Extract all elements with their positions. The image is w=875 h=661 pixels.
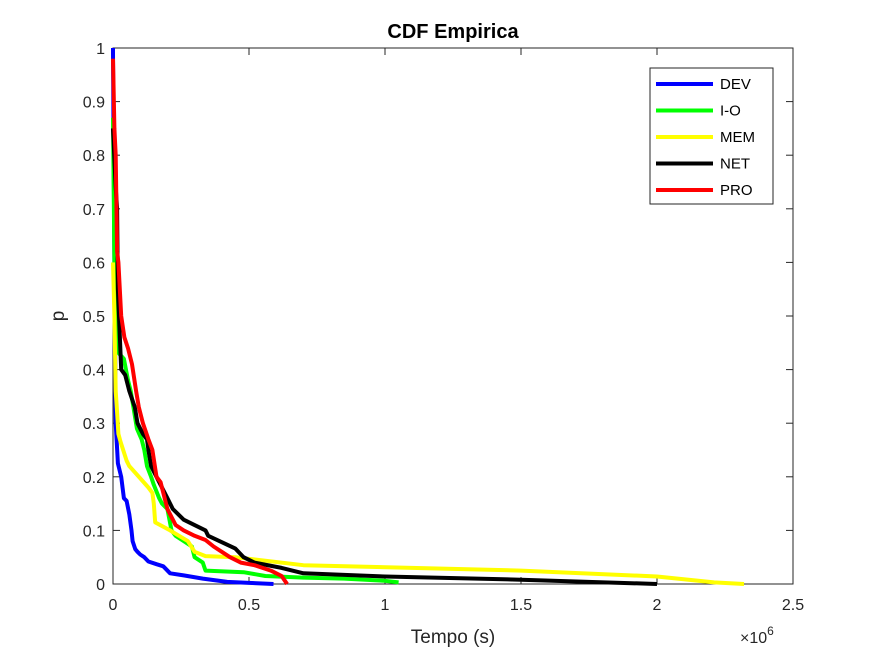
series-line-net [111, 128, 658, 586]
x-axis-label: Tempo (s) [411, 627, 495, 648]
y-tick-label: 0.6 [83, 255, 105, 272]
x-tick-label: 1 [381, 597, 390, 614]
x-tick-label: 2.5 [782, 597, 804, 614]
x-tick-label: 0.5 [238, 597, 260, 614]
series-line-dev [111, 48, 274, 586]
x-tick-label: 2 [653, 597, 662, 614]
legend-label-mem: MEM [720, 129, 755, 146]
legend-label-pro: PRO [720, 182, 753, 199]
x-axis-multiplier: ×106 [740, 624, 774, 647]
y-axis-label: p [48, 311, 69, 322]
y-tick-label: 0.7 [83, 202, 105, 219]
y-tick-label: 0.8 [83, 148, 105, 165]
y-tick-label: 0.4 [83, 363, 105, 380]
series-line-pro [111, 58, 289, 586]
chart-title: CDF Empirica [387, 21, 519, 43]
x-axis-multiplier-exponent: 6 [767, 624, 774, 638]
x-tick-label: 0 [109, 597, 118, 614]
y-tick-label: 0.1 [83, 523, 105, 540]
legend-label-i-o: I-O [720, 103, 741, 120]
legend-label-net: NET [720, 156, 750, 173]
x-axis-multiplier-base: ×10 [740, 630, 767, 647]
axis-ticks: 0 0.5 1 1.5 2 2.5 0 0.1 0.2 0.3 0.4 0.5 0.6 0.7 0.8 0.9… [83, 41, 804, 614]
y-tick-label: 1 [96, 41, 105, 58]
y-tick-label: 0 [96, 577, 105, 594]
x-tick-label: 1.5 [510, 597, 532, 614]
legend: DEV I-O MEM NET PRO [649, 67, 774, 205]
y-tick-label: 0.5 [83, 309, 105, 326]
y-tick-label: 0.3 [83, 416, 105, 433]
legend-label-dev: DEV [720, 76, 751, 93]
series-layer [111, 48, 745, 586]
y-tick-label: 0.9 [83, 95, 105, 112]
y-tick-label: 0.2 [83, 470, 105, 487]
series-line-mem [111, 262, 745, 586]
